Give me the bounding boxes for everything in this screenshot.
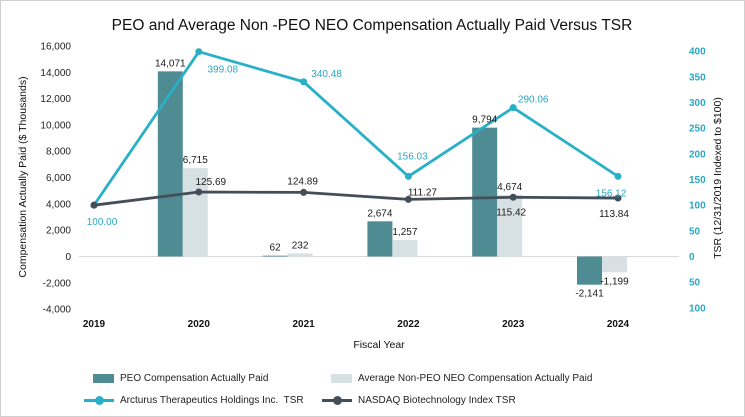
right-axis-tick: 0 [689, 252, 695, 263]
nasdaq-point-2021 [300, 188, 308, 196]
legend-item-peo: PEO Compensation Actually Paid [93, 372, 268, 384]
legend-label-nonpeo: Average Non-PEO NEO Compensation Actuall… [358, 372, 593, 384]
legend-label-arcturus: Arcturus Therapeutics Holdings Inc. TSR [120, 394, 304, 406]
right-axis-tick: 100 [689, 201, 706, 212]
bar-label-peo-2024: -2,141 [575, 289, 604, 300]
bar-nonpeo-2020 [182, 168, 208, 257]
line-label-arcturus-2023: 290.06 [518, 95, 549, 106]
left-axis-tick: 6,000 [46, 173, 71, 184]
left-axis-tick: 8,000 [46, 147, 71, 158]
left-axis-tick: -2,000 [43, 278, 72, 289]
bar-nonpeo-2023 [497, 194, 523, 257]
line-label-nasdaq-2021: 124.89 [287, 176, 318, 187]
nasdaq-point-2020 [195, 188, 203, 196]
left-axis-tick: 0 [65, 252, 71, 263]
legend-label-peo: PEO Compensation Actually Paid [120, 372, 269, 384]
bar-label-nonpeo-2020: 6,715 [183, 155, 208, 166]
arcturus-point-2021 [300, 78, 308, 86]
bar-peo-2022 [367, 221, 393, 257]
bar-label-peo-2022: 2,674 [367, 208, 392, 219]
right-axis-tick: 400 [689, 47, 706, 58]
arcturus-point-2024 [614, 172, 622, 180]
line-label-arcturus-2020: 399.08 [208, 65, 239, 76]
right-axis-tick: 200 [689, 149, 706, 160]
x-tick-2023: 2023 [502, 319, 525, 330]
bar-label-nonpeo-2022: 1,257 [392, 227, 417, 238]
nasdaq-point-2024 [614, 194, 622, 202]
left-axis-title: Compensation Actually Paid ($ Thousands) [17, 76, 29, 277]
nasdaq-line-swatch-icon [322, 395, 352, 405]
peo-bar-swatch-icon [93, 373, 114, 383]
line-label-arcturus-2022: 156.03 [397, 151, 428, 162]
left-axis-tick: 14,000 [40, 68, 71, 79]
line-label-arcturus-2024: 156.12 [596, 188, 627, 199]
bar-nonpeo-2024 [602, 256, 627, 273]
arcturus-point-2023 [509, 104, 517, 112]
chart-title: PEO and Average Non -PEO NEO Compensatio… [112, 17, 633, 34]
right-axis-tick: 350 [689, 72, 706, 83]
bar-peo-2024 [577, 256, 602, 285]
arcturus-line-swatch-icon [84, 395, 114, 405]
line-label-nasdaq-2023: 115.42 [496, 207, 526, 218]
legend-item-nasdaq: NASDAQ Biotechnology Index TSR [322, 394, 516, 406]
x-tick-2019: 2019 [83, 319, 106, 330]
nasdaq-point-2023 [509, 193, 517, 201]
legend-item-arcturus: Arcturus Therapeutics Holdings Inc. TSR [84, 394, 304, 406]
bar-label-peo-2021: 62 [270, 243, 282, 254]
nasdaq-tsr-line [93, 190, 619, 207]
bar-label-peo-2020: 14,071 [155, 58, 186, 69]
legend-item-nonpeo: Average Non-PEO NEO Compensation Actuall… [331, 372, 592, 384]
left-axis-tick: 2,000 [46, 226, 71, 237]
line-label-arcturus-2021: 340.48 [311, 69, 342, 80]
bar-peo-2020 [157, 71, 183, 257]
plot-area: 16,000 14,000 12,000 10,000 8,000 6,000 4,000 2… [40, 41, 706, 330]
bar-nonpeo-2021 [287, 253, 313, 257]
left-axis-tick: 4,000 [46, 199, 71, 210]
bar-label-nonpeo-2024: -1,199 [600, 276, 629, 287]
line-label-arcturus-2019: 100.00 [87, 217, 118, 228]
right-axis-tick: 250 [689, 124, 706, 135]
x-tick-2022: 2022 [397, 319, 420, 330]
line-label-nasdaq-2022: 111.27 [408, 187, 438, 198]
arcturus-tsr-line [92, 50, 619, 206]
bar-label-nonpeo-2023: 4,674 [497, 182, 522, 193]
x-axis-title: Fiscal Year [353, 339, 405, 351]
right-axis-tick: 300 [689, 98, 706, 109]
arcturus-point-2020 [195, 48, 203, 56]
bar-label-nonpeo-2021: 232 [292, 240, 309, 251]
left-axis-tick: 10,000 [40, 120, 71, 131]
left-axis-tick: 12,000 [40, 94, 71, 105]
right-axis-tick: 50 [689, 278, 701, 289]
bar-nonpeo-2022 [392, 239, 418, 257]
arcturus-point-2022 [404, 172, 412, 180]
right-axis-title: TSR (12/31/2019 Indexed to $100) [712, 97, 724, 259]
left-axis-tick: 16,000 [40, 41, 71, 52]
x-tick-2021: 2021 [292, 319, 315, 330]
bar-peo-2023 [472, 127, 498, 257]
right-axis-tick: 50 [689, 226, 701, 237]
x-tick-2024: 2024 [607, 319, 630, 330]
legend-label-nasdaq: NASDAQ Biotechnology Index TSR [358, 394, 516, 406]
right-axis-tick: 100 [689, 303, 706, 314]
x-tick-2020: 2020 [188, 319, 211, 330]
line-label-nasdaq-2020: 125.69 [196, 177, 227, 188]
bar-label-peo-2023: 9,794 [472, 115, 497, 126]
left-axis-tick: -4,000 [43, 305, 72, 316]
nasdaq-point-2022 [404, 195, 412, 203]
nonpeo-bar-swatch-icon [331, 373, 352, 383]
bar-peo-2021 [262, 255, 288, 257]
right-axis-tick: 150 [689, 175, 706, 186]
nasdaq-point-2019 [90, 201, 98, 209]
line-label-nasdaq-2024: 113.84 [599, 209, 629, 220]
